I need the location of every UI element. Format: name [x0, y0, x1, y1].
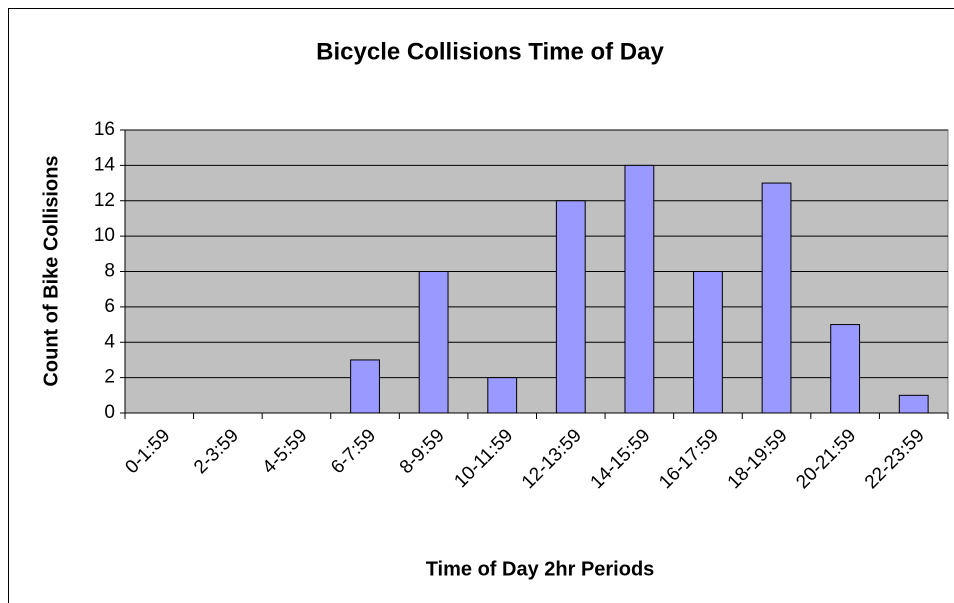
bar [487, 377, 518, 414]
bar [418, 271, 449, 414]
chart-title: Bicycle Collisions Time of Day [316, 38, 664, 65]
y-tick-label: 8 [104, 261, 115, 282]
x-axis-title: Time of Day 2hr Periods [426, 558, 655, 580]
y-tick-label: 2 [104, 367, 115, 388]
y-tick-label: 10 [94, 225, 115, 246]
bar [898, 394, 929, 414]
bar [350, 359, 380, 414]
y-tick-label: 6 [104, 296, 115, 317]
y-tick-label: 0 [104, 402, 115, 423]
bar [555, 200, 586, 414]
bar [693, 271, 723, 414]
y-tick-label: 4 [104, 331, 115, 352]
bar [830, 324, 861, 414]
y-tick-label: 12 [94, 190, 115, 211]
bar [761, 182, 792, 414]
y-tick-label: 14 [94, 154, 116, 175]
y-tick-label: 16 [94, 119, 115, 140]
bar [624, 164, 655, 414]
y-axis-title: Count of Bike Collisions [40, 155, 62, 386]
